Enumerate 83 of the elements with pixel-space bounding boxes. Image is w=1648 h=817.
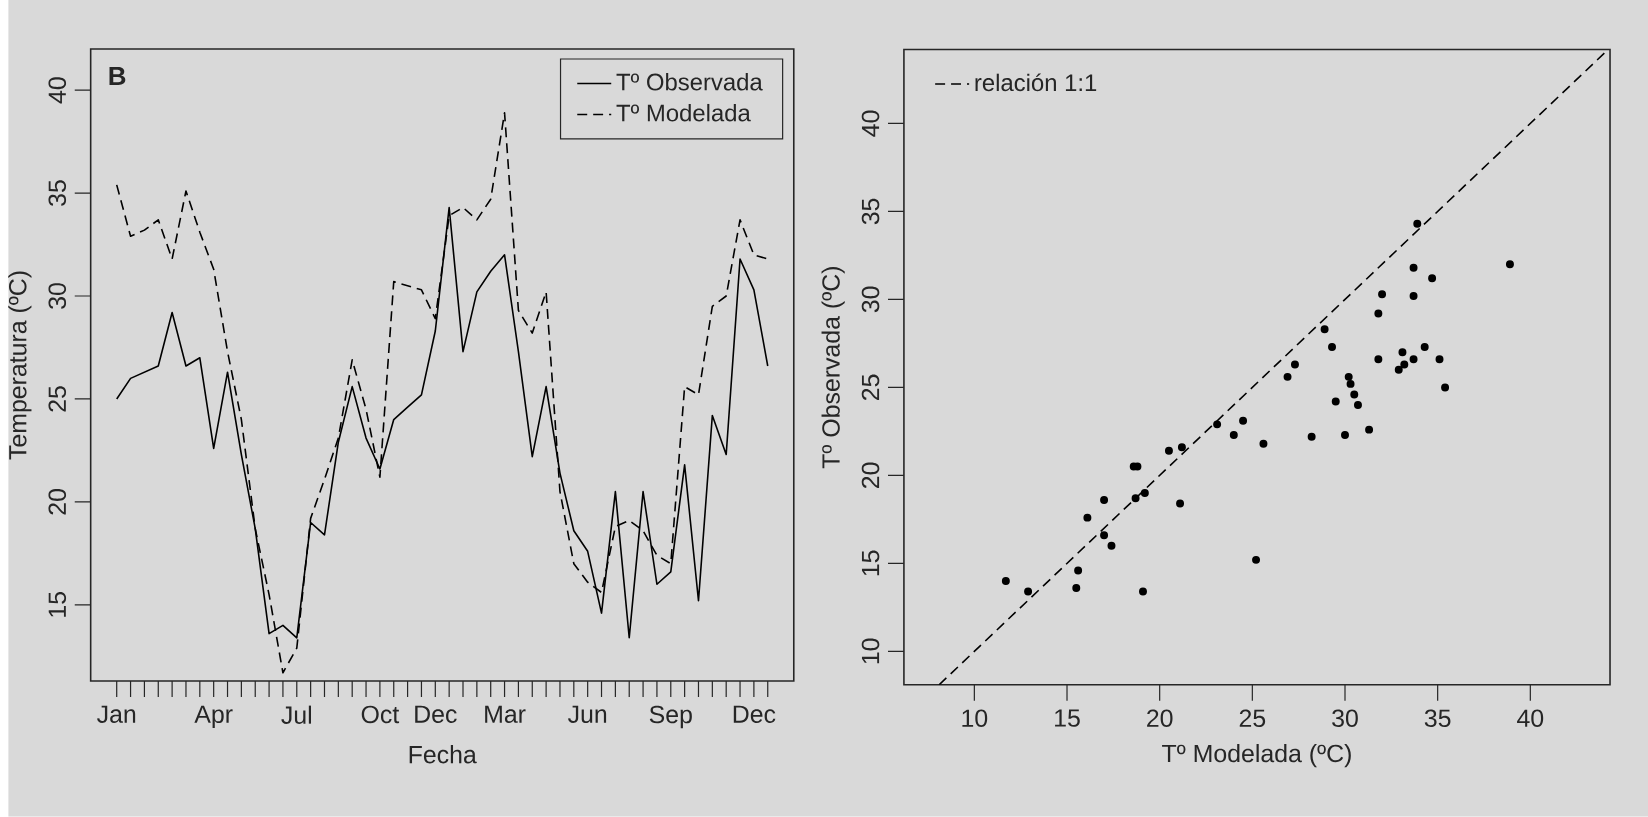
point — [1374, 309, 1383, 318]
point — [1024, 587, 1033, 596]
x-tick-label: Jun — [567, 705, 607, 724]
point — [1505, 260, 1514, 269]
point — [1344, 372, 1353, 381]
point — [1435, 355, 1444, 364]
x-tick-label: Jul — [281, 705, 312, 724]
point — [1001, 577, 1010, 586]
point — [1420, 343, 1429, 351]
point — [1252, 555, 1261, 564]
point — [1413, 219, 1422, 228]
point — [1100, 531, 1109, 540]
point — [1139, 587, 1147, 596]
point — [1320, 325, 1329, 334]
x-tick-label: 40 — [1517, 709, 1544, 728]
x-tick-label: 30 — [1332, 709, 1358, 728]
point — [1213, 420, 1222, 429]
x-tick-label: Mar — [485, 705, 526, 724]
point — [1331, 397, 1340, 406]
point — [1164, 446, 1173, 455]
x-tick-label: 25 — [1239, 709, 1266, 728]
x-tick-label: 15 — [1055, 709, 1080, 727]
point — [1428, 274, 1437, 283]
x-tick-label: Oct — [361, 705, 400, 724]
point — [1100, 496, 1109, 505]
y-tick-label: 25 — [861, 374, 880, 401]
legend-label: Tº Modelada — [616, 104, 751, 122]
point — [1140, 489, 1149, 498]
x-axis-title: Tº Modelada (ºC) — [1162, 744, 1351, 768]
point — [1346, 379, 1355, 388]
y-tick-label: 30 — [861, 286, 880, 313]
point — [1341, 431, 1349, 439]
x-tick-label: 20 — [1147, 709, 1173, 728]
point — [1350, 390, 1359, 399]
point — [1307, 432, 1316, 441]
point — [1400, 360, 1409, 369]
point — [1398, 348, 1407, 357]
x-tick-label: 10 — [962, 709, 988, 728]
y-tick-label: 10 — [861, 638, 880, 664]
point — [1131, 494, 1140, 503]
y-tick-label: 30 — [48, 283, 67, 309]
point — [1441, 383, 1450, 392]
x-tick-label: Dec — [733, 705, 776, 724]
y-tick-label: 25 — [48, 386, 67, 412]
point — [1365, 425, 1374, 434]
point — [1378, 290, 1387, 299]
x-tick-label: Jan — [97, 705, 136, 724]
x-tick-label: 35 — [1424, 709, 1451, 728]
y-tick-label: 40 — [48, 77, 67, 104]
point — [1229, 431, 1238, 439]
y-tick-label: 35 — [861, 198, 880, 225]
point — [1374, 355, 1383, 364]
x-tick-label: Dec — [415, 705, 457, 724]
point — [1394, 365, 1403, 374]
legend-label: Tº Observada — [616, 73, 763, 91]
x-tick-label: Apr — [194, 705, 233, 728]
point — [1283, 372, 1292, 381]
point — [1290, 360, 1299, 369]
point — [1409, 263, 1418, 272]
point — [1107, 541, 1116, 550]
x-axis-title: Fecha — [409, 745, 477, 764]
point — [1074, 566, 1083, 575]
y-axis-title: Tº Observada (ºC) — [821, 267, 845, 469]
x-tick-label: Sep — [649, 705, 692, 729]
legend-label: relación 1:1 — [975, 73, 1097, 92]
point — [1083, 513, 1092, 522]
point — [1409, 355, 1418, 364]
y-axis-title: Temperatura (ºC) — [8, 271, 32, 460]
point — [1177, 443, 1186, 452]
y-tick-label: 35 — [48, 180, 67, 207]
y-tick-label: 40 — [861, 110, 880, 137]
point — [1259, 439, 1268, 448]
y-tick-label: 15 — [48, 592, 67, 617]
point — [1176, 499, 1185, 508]
point — [1353, 401, 1362, 410]
point — [1072, 584, 1081, 593]
y-tick-label: 20 — [861, 462, 880, 489]
y-tick-label: 15 — [861, 550, 880, 576]
point — [1328, 343, 1337, 351]
point — [1239, 416, 1248, 425]
y-tick-label: 20 — [48, 489, 67, 515]
point — [1409, 292, 1418, 300]
annotation: B — [109, 67, 126, 85]
